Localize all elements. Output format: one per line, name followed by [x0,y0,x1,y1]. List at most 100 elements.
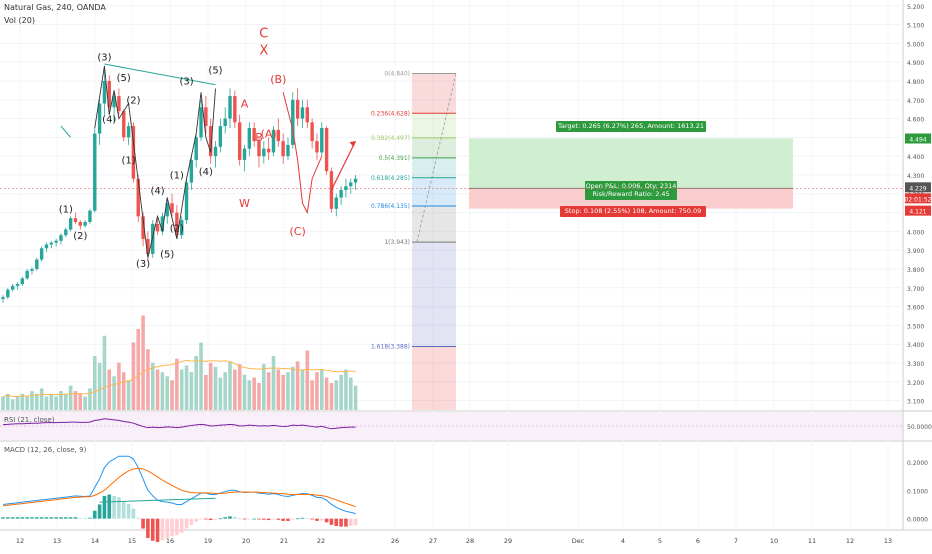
rsi-legend: RSI (21, close) [4,416,55,424]
candle-body [146,238,150,254]
candle [83,220,87,228]
macd-histogram-bar [353,518,358,526]
candle-body [44,244,49,249]
time-tick-label: 4 [621,537,625,545]
candle [170,193,174,217]
macd-histogram-bar [92,510,97,519]
volume-bar [329,383,334,410]
wave-label: (4) [150,186,164,197]
candle [6,287,10,300]
macd-histogram-bar [184,518,189,529]
volume-bar [63,393,68,410]
time-tick-label: 7 [734,537,738,545]
candle [88,208,92,224]
macd-histogram-bar [295,518,300,520]
price-tick-label: 3.700 [907,286,924,293]
wave-label: (3) [97,52,111,63]
volume-bar [194,356,198,410]
target-price-tag-box [905,133,931,144]
time-tick-label: 21 [280,537,288,545]
volume-bar [126,380,131,410]
macd-histogram-bar [329,518,334,525]
pnl-label-text: Risk/Reward Ratio: 2.45 [592,190,669,198]
candle [310,118,314,149]
fib-level-label: 0.618(4.285) [371,175,410,182]
candle [102,65,107,115]
price-tick-label: 3.100 [907,399,924,406]
time-tick-label: Dec [572,537,585,545]
macd-axis-label: 0.1000 [907,488,928,495]
wave-label-red: (B) [270,73,286,86]
candle-body [189,159,194,183]
wave-label: (5) [160,250,174,261]
candle [305,99,309,128]
candle-body [170,203,174,213]
candle-body [286,144,290,157]
macd-histogram-bar [334,518,339,527]
candle [126,122,131,145]
fib-zone [412,113,456,138]
candle [252,122,256,147]
macd-histogram-bar [141,518,145,529]
volume-bar [204,374,208,410]
volume-bar [319,369,324,410]
volume-bar [257,383,261,410]
target-label: Target: 0.265 (6.27%) 265, Amount: 1613.… [556,121,706,132]
candle-body [194,137,198,160]
candle [334,193,338,217]
candle-body [136,178,140,217]
macd-histogram-bar [107,494,112,519]
fib-zone [412,73,456,114]
volume-bar [121,372,126,410]
volume-bar [262,364,266,410]
candle-body [175,212,179,236]
candle [64,227,68,238]
candle-body [93,133,97,211]
macd-histogram-bar [204,518,208,520]
wave-label-red: X [259,44,268,59]
candle-body [68,218,73,230]
time-tick-label: 14 [91,537,99,545]
volume-bar [54,396,58,410]
stop-label-text: Stop: 0.108 (2.55%) 108, Amount: 750.09 [565,207,702,215]
projection-arrow [330,140,357,191]
macd-histogram-bar [271,518,276,520]
candle [122,109,126,142]
target-label-text: Target: 0.265 (6.27%) 265, Amount: 1613.… [557,122,704,130]
macd-histogram-bar [59,517,63,519]
candle [353,174,358,191]
candle [44,242,49,253]
candle-body [353,178,358,183]
macd-histogram-bar [165,518,170,538]
price-tick-label: 3.300 [907,361,924,368]
wave-label: (1) [59,205,73,216]
macd-histogram-bar [286,518,290,521]
macd-histogram-bar [310,518,314,520]
time-tick-label: 6 [696,537,700,545]
candle-body [237,122,242,160]
macd-histogram [1,494,358,542]
candle-body [295,99,300,119]
volume-bar [68,385,73,410]
volume-bar [155,369,160,410]
macd-histogram-bar [305,518,310,519]
macd-histogram-bar [63,517,68,519]
volume-bar [78,393,83,410]
candle-body [218,126,223,147]
candle [213,141,218,168]
candle-body [349,182,353,187]
candle [194,133,198,168]
price-tick-label: 4.900 [907,60,924,67]
candle-body [78,221,82,226]
candle-body [107,80,111,108]
candle-body [165,203,169,217]
candle [271,126,276,157]
countdown-tag: 02:01:52 [905,196,932,203]
wave-label: (1) [170,171,184,182]
candle-body [20,278,25,285]
fib-zone [412,177,456,206]
macd-histogram-bar [257,518,261,520]
wave-label-red: C [259,27,268,42]
corrective-wave-line [282,92,323,215]
